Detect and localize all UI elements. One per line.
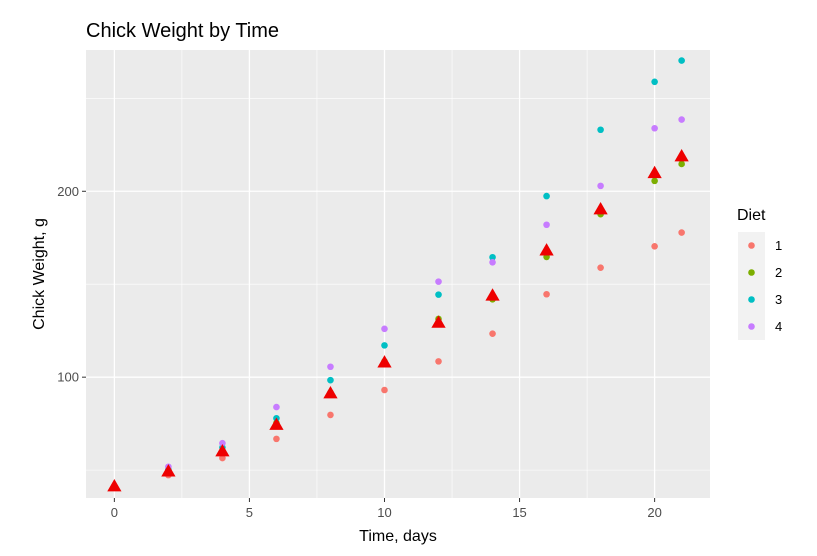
legend-title: Diet [737, 207, 766, 224]
mean-triangle [431, 315, 446, 328]
mean-triangle [539, 243, 554, 256]
data-point-diet-4 [651, 124, 658, 132]
y-axis: 100 200 [57, 184, 86, 385]
x-axis: 0 5 10 15 20 [111, 498, 662, 520]
data-point-diet-1 [273, 435, 280, 443]
legend: Diet 1 2 3 4 [737, 207, 782, 340]
mean-triangle [323, 386, 338, 399]
data-point-diet-1 [597, 264, 604, 271]
x-tick-label: 10 [377, 505, 391, 520]
x-tick-label: 15 [512, 505, 526, 520]
plot-panel [86, 50, 710, 498]
grid-major [86, 50, 710, 498]
mean-triangle [647, 165, 662, 179]
data-point-diet-3 [678, 57, 685, 64]
data-point-diet-3 [489, 253, 496, 261]
data-point-diet-1 [651, 243, 658, 250]
data-point-diet-3 [435, 291, 442, 298]
data-point-diet-4 [678, 116, 685, 123]
mean-triangle [161, 464, 176, 477]
data-point-diet-1 [381, 386, 388, 394]
data-point-diet-1 [543, 290, 550, 298]
legend-label-diet-2: 2 [775, 265, 782, 280]
data-point-diet-2 [678, 160, 685, 168]
data-point-diet-4 [597, 182, 604, 190]
legend-swatch-diet-4 [748, 323, 755, 330]
mean-triangle [593, 201, 608, 215]
data-point-diet-1 [327, 411, 334, 419]
legend-label-diet-3: 3 [775, 292, 782, 307]
data-point-diet-1 [489, 330, 496, 337]
grid-minor [86, 50, 710, 498]
data-point-diet-4 [219, 439, 226, 447]
mean-markers [107, 149, 689, 492]
x-tick-label: 0 [111, 505, 118, 520]
y-axis-title: Chick Weight, g [31, 218, 48, 330]
data-point-diet-4 [381, 325, 388, 333]
y-tick-label: 200 [57, 184, 79, 199]
data-point-diet-1 [435, 358, 442, 365]
mean-triangle [377, 355, 392, 368]
data-point-diet-1 [678, 229, 685, 236]
data-point-diet-4 [543, 221, 550, 229]
data-point-diet-3 [327, 376, 334, 384]
x-tick-label: 5 [246, 505, 253, 520]
data-point-diet-3 [381, 342, 388, 349]
legend-swatch-diet-3 [748, 296, 755, 303]
legend-swatch-diet-1 [748, 242, 755, 249]
data-point-diet-3 [543, 192, 550, 200]
mean-triangle [485, 288, 500, 301]
legend-label-diet-4: 4 [775, 319, 782, 334]
data-point-diet-3 [597, 126, 604, 134]
x-tick-label: 20 [647, 505, 661, 520]
mean-triangle [107, 478, 122, 492]
legend-label-diet-1: 1 [775, 238, 782, 253]
y-tick-label: 100 [57, 370, 79, 385]
data-point-diet-4 [489, 258, 496, 266]
data-point-diet-4 [327, 363, 334, 371]
data-point-diet-4 [435, 278, 442, 285]
data-point-diet-3 [651, 78, 658, 86]
mean-triangle [674, 149, 689, 162]
mean-triangle [269, 417, 284, 430]
mean-triangle [215, 444, 230, 457]
data-point-diet-2 [651, 177, 658, 185]
data-point-diet-4 [273, 403, 280, 411]
chart-title: Chick Weight by Time [86, 20, 279, 42]
legend-swatch-diet-2 [748, 269, 755, 276]
x-axis-title: Time, days [359, 528, 437, 545]
